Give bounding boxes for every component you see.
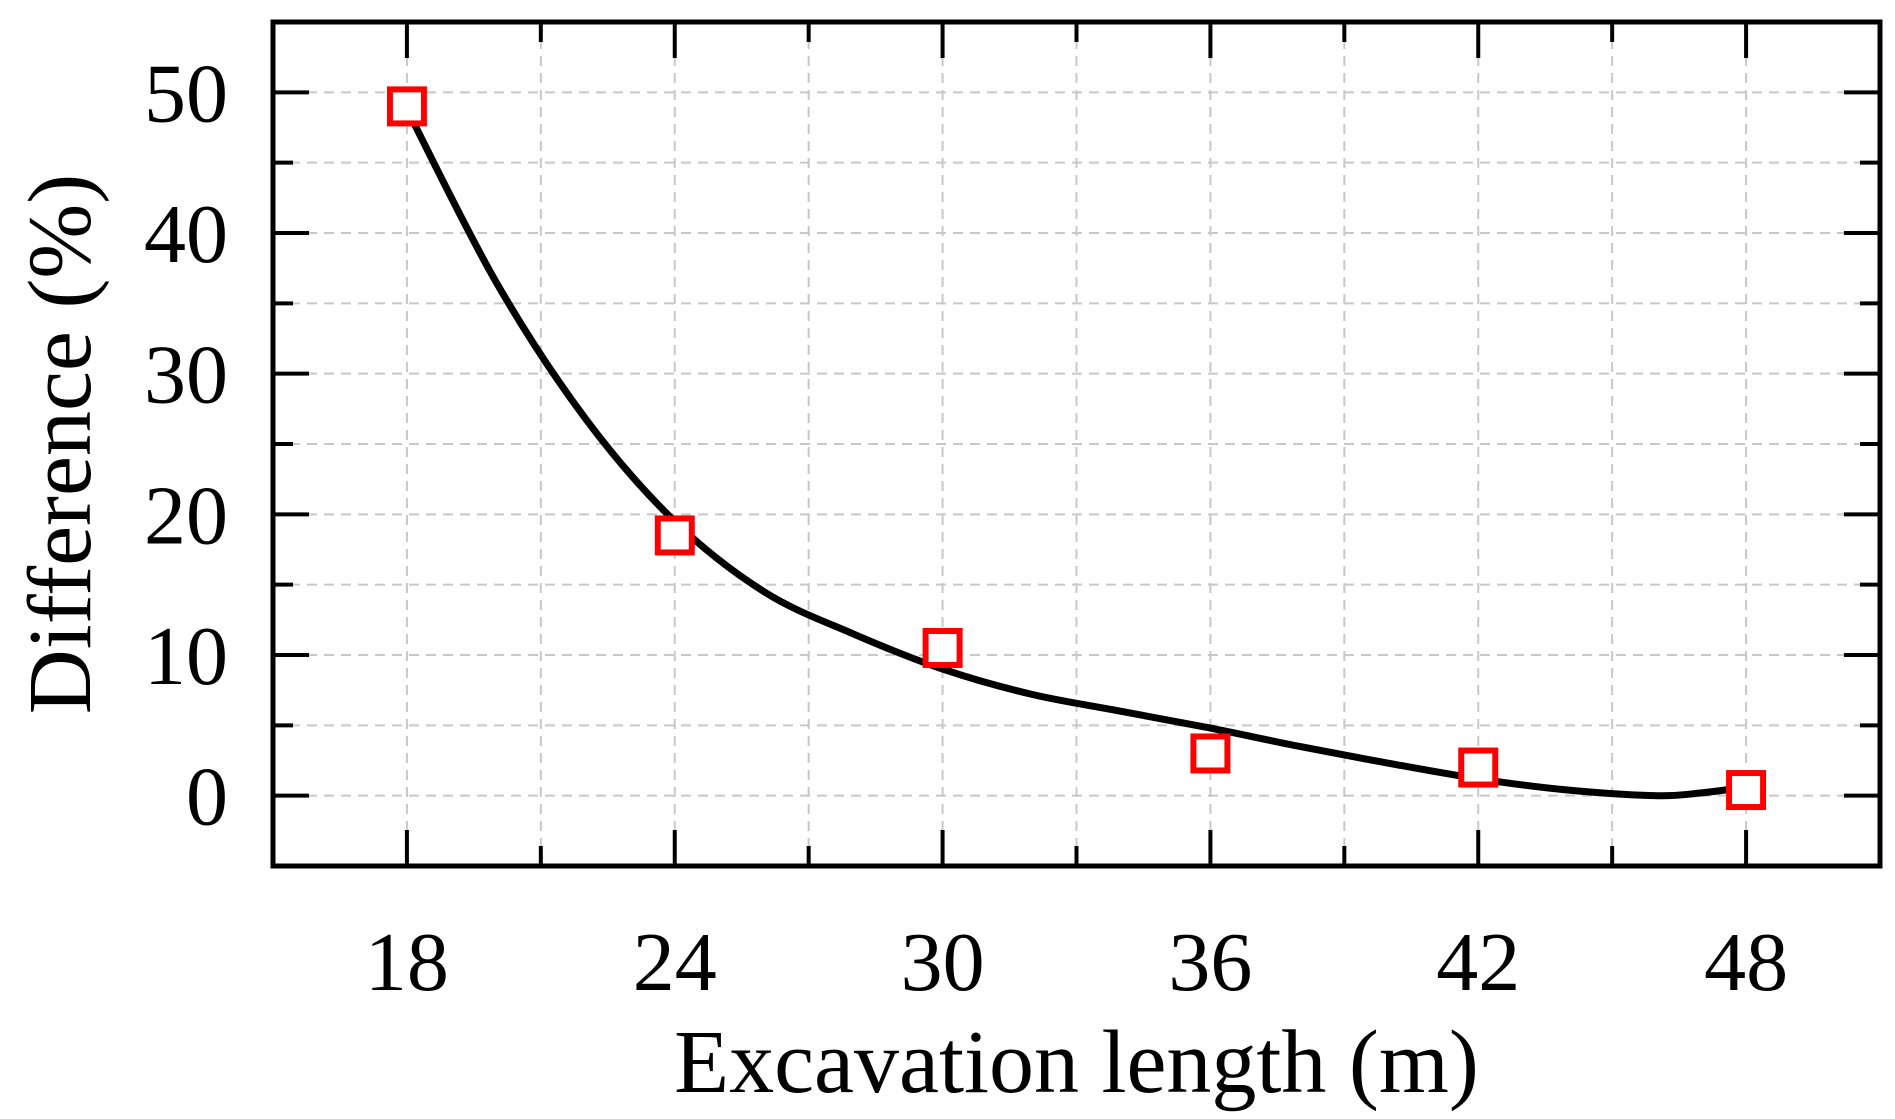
data-point-marker-24: [654, 515, 695, 556]
y-axis-title: Difference (%): [11, 174, 110, 714]
x-axis-title: Excavation length (m): [674, 1013, 1479, 1112]
y-tick-label-40: 40: [144, 188, 228, 281]
x-tick-label-24: 24: [633, 916, 717, 1009]
data-point-marker-18: [386, 86, 427, 127]
x-tick-label-30: 30: [901, 916, 985, 1009]
data-point-marker-48: [1726, 770, 1767, 811]
data-markers: [386, 86, 1767, 811]
fitted-curve-line: [403, 105, 1750, 800]
axis-ticks: [273, 22, 1880, 866]
x-tick-labels: 18 24 30 36 42 48: [365, 916, 1788, 1009]
x-tick-label-48: 48: [1704, 916, 1788, 1009]
y-tick-labels: 0 10 20 30 40 50: [144, 47, 228, 843]
data-point-marker-30: [922, 627, 963, 668]
y-tick-label-30: 30: [144, 329, 228, 422]
x-tick-label-18: 18: [365, 916, 449, 1009]
grid: [273, 22, 1880, 866]
fitted-curve-layer: [403, 105, 1750, 800]
data-point-marker-36: [1190, 733, 1231, 774]
y-tick-label-10: 10: [144, 610, 228, 703]
x-tick-label-36: 36: [1168, 916, 1252, 1009]
data-point-marker-42: [1458, 747, 1499, 788]
y-tick-label-50: 50: [144, 47, 228, 140]
x-tick-label-42: 42: [1436, 916, 1520, 1009]
y-tick-label-0: 0: [186, 751, 228, 844]
y-tick-label-20: 20: [144, 469, 228, 562]
